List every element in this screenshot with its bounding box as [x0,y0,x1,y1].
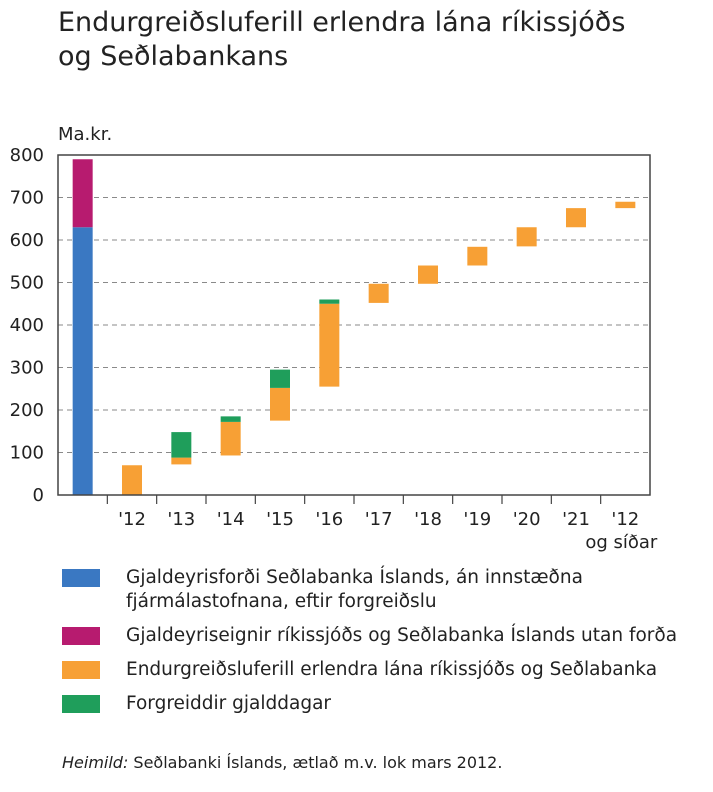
legend-item-reserves: Gjaldeyrisforði Seðlabanka Íslands, án i… [62,566,712,614]
x-tick-label: '19 [463,509,491,530]
bar-segment-orange [368,283,389,303]
legend-swatch-green [62,695,100,713]
legend-swatch-magenta [62,627,100,645]
x-tick-label: '12 [611,509,639,530]
y-axis-unit-label: Ma.kr. [58,124,112,145]
legend-swatch-orange [62,661,100,679]
legend-label-repayment: Endurgreiðsluferill erlendra lána ríkiss… [126,659,658,680]
x-tick-label: '21 [562,509,590,530]
x-tick-label: '18 [414,509,442,530]
chart-title-line-1: Endurgreiðsluferill erlendra lána ríkiss… [58,7,626,38]
bar-segment-orange [467,246,488,266]
chart-area: Ma.kr. 0 100 200 300 400 500 600 700 800 '12 '13 '1… [10,124,658,553]
y-tick-label: 200 [10,400,44,421]
bar-segment-green [220,416,241,422]
source-label: Heimild: [62,753,129,772]
legend-label-other-assets: Gjaldeyriseignir ríkissjóðs og Seðlabank… [126,625,678,646]
y-tick-label: 300 [10,358,44,379]
legend-item-repayment: Endurgreiðsluferill erlendra lána ríkiss… [62,658,712,682]
x-tick-label: '17 [365,509,393,530]
bar-segment-orange [220,421,241,456]
x-tick-label: '14 [217,509,245,530]
x-tick-label: '12 [118,509,146,530]
legend-swatch-blue [62,569,100,587]
bar-segment-orange [418,265,438,284]
plot-frame [57,154,651,496]
legend-item-prepaid: Forgreiddir gjalddagar [62,692,712,716]
legend-item-other-assets: Gjaldeyriseignir ríkissjóðs og Seðlabank… [62,624,712,648]
chart-title-line-2: og Seðlabankans [58,41,289,72]
bar-segment-orange [270,387,290,421]
y-tick-label: 400 [10,315,44,336]
x-tick-label: '15 [266,509,294,530]
legend-label-prepaid: Forgreiddir gjalddagar [126,693,332,714]
legend-label-reserves: Gjaldeyrisforði Seðlabanka Íslands, án i… [126,567,583,612]
y-tick-label: 600 [10,230,44,251]
y-tick-label: 700 [10,188,44,209]
bar-segment-green [270,369,290,388]
bar-segment-green [171,432,192,458]
x-tick-label: '13 [167,509,195,530]
y-tick-label: 500 [10,273,44,294]
source-note: Heimild: Seðlabanki Íslands, ætlað m.v. … [62,752,502,774]
bar-segment-orange [516,227,537,247]
x-tick-label: '16 [315,509,343,530]
y-tick-label: 0 [33,485,44,506]
x-tick-label: '20 [513,509,541,530]
y-tick-label: 100 [10,443,44,464]
bar-segment-orange [122,465,142,495]
bar-segment-blue [72,227,93,495]
y-tick-label: 800 [10,145,44,166]
bar-segment-magenta [72,159,93,228]
bar-segment-orange [319,303,340,387]
bar-segment-orange [615,201,636,209]
source-text: Seðlabanki Íslands, ætlað m.v. lok mars … [128,753,503,772]
bar-segment-orange [171,457,192,465]
bar-segment-green [319,299,340,304]
bar-segment-orange [566,208,586,228]
legend: Gjaldeyrisforði Seðlabanka Íslands, án i… [62,566,712,726]
x-tick-sublabel: og síðar [585,532,658,553]
